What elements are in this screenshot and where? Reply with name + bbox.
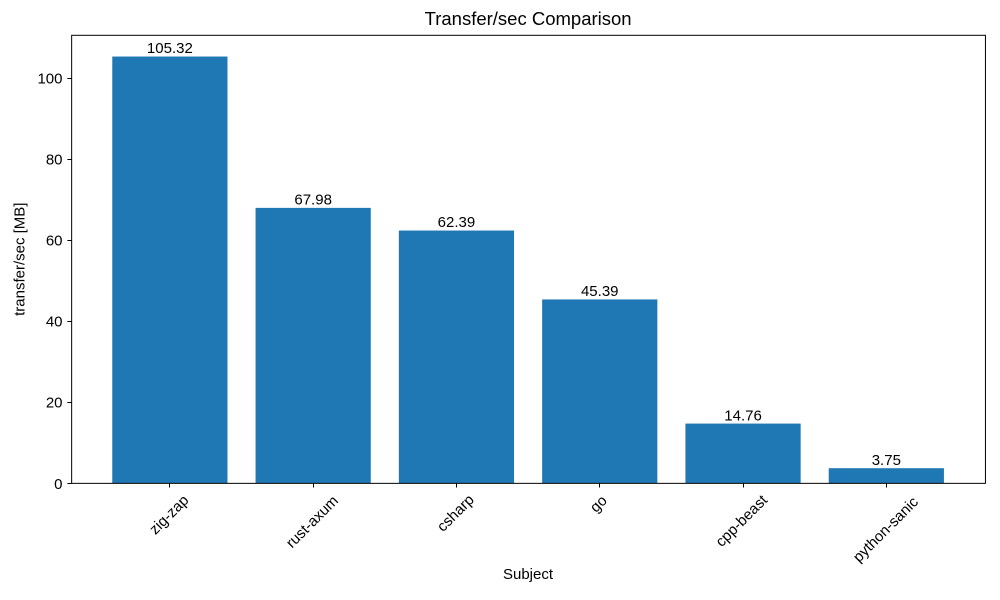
svg-text:80: 80 [46,152,63,169]
svg-text:rust-axum: rust-axum [283,492,342,551]
svg-text:transfer/sec [MB]: transfer/sec [MB] [12,203,29,316]
svg-text:62.39: 62.39 [438,214,476,231]
svg-text:40: 40 [46,314,63,331]
svg-text:python-sanic: python-sanic [850,493,923,566]
svg-text:0: 0 [54,476,62,493]
svg-text:67.98: 67.98 [294,192,332,209]
svg-text:Transfer/sec Comparison: Transfer/sec Comparison [425,8,632,29]
svg-text:zig-zap: zig-zap [146,492,192,538]
svg-text:100: 100 [37,70,62,87]
svg-text:60: 60 [46,233,63,250]
svg-text:go: go [587,492,611,516]
svg-text:14.76: 14.76 [724,407,762,424]
svg-text:Subject: Subject [503,566,554,583]
svg-text:cpp-beast: cpp-beast [712,491,771,550]
svg-text:20: 20 [46,395,63,412]
svg-text:105.32: 105.32 [147,40,193,57]
svg-text:45.39: 45.39 [581,283,619,300]
svg-text:3.75: 3.75 [872,452,901,469]
svg-text:csharp: csharp [434,491,478,535]
